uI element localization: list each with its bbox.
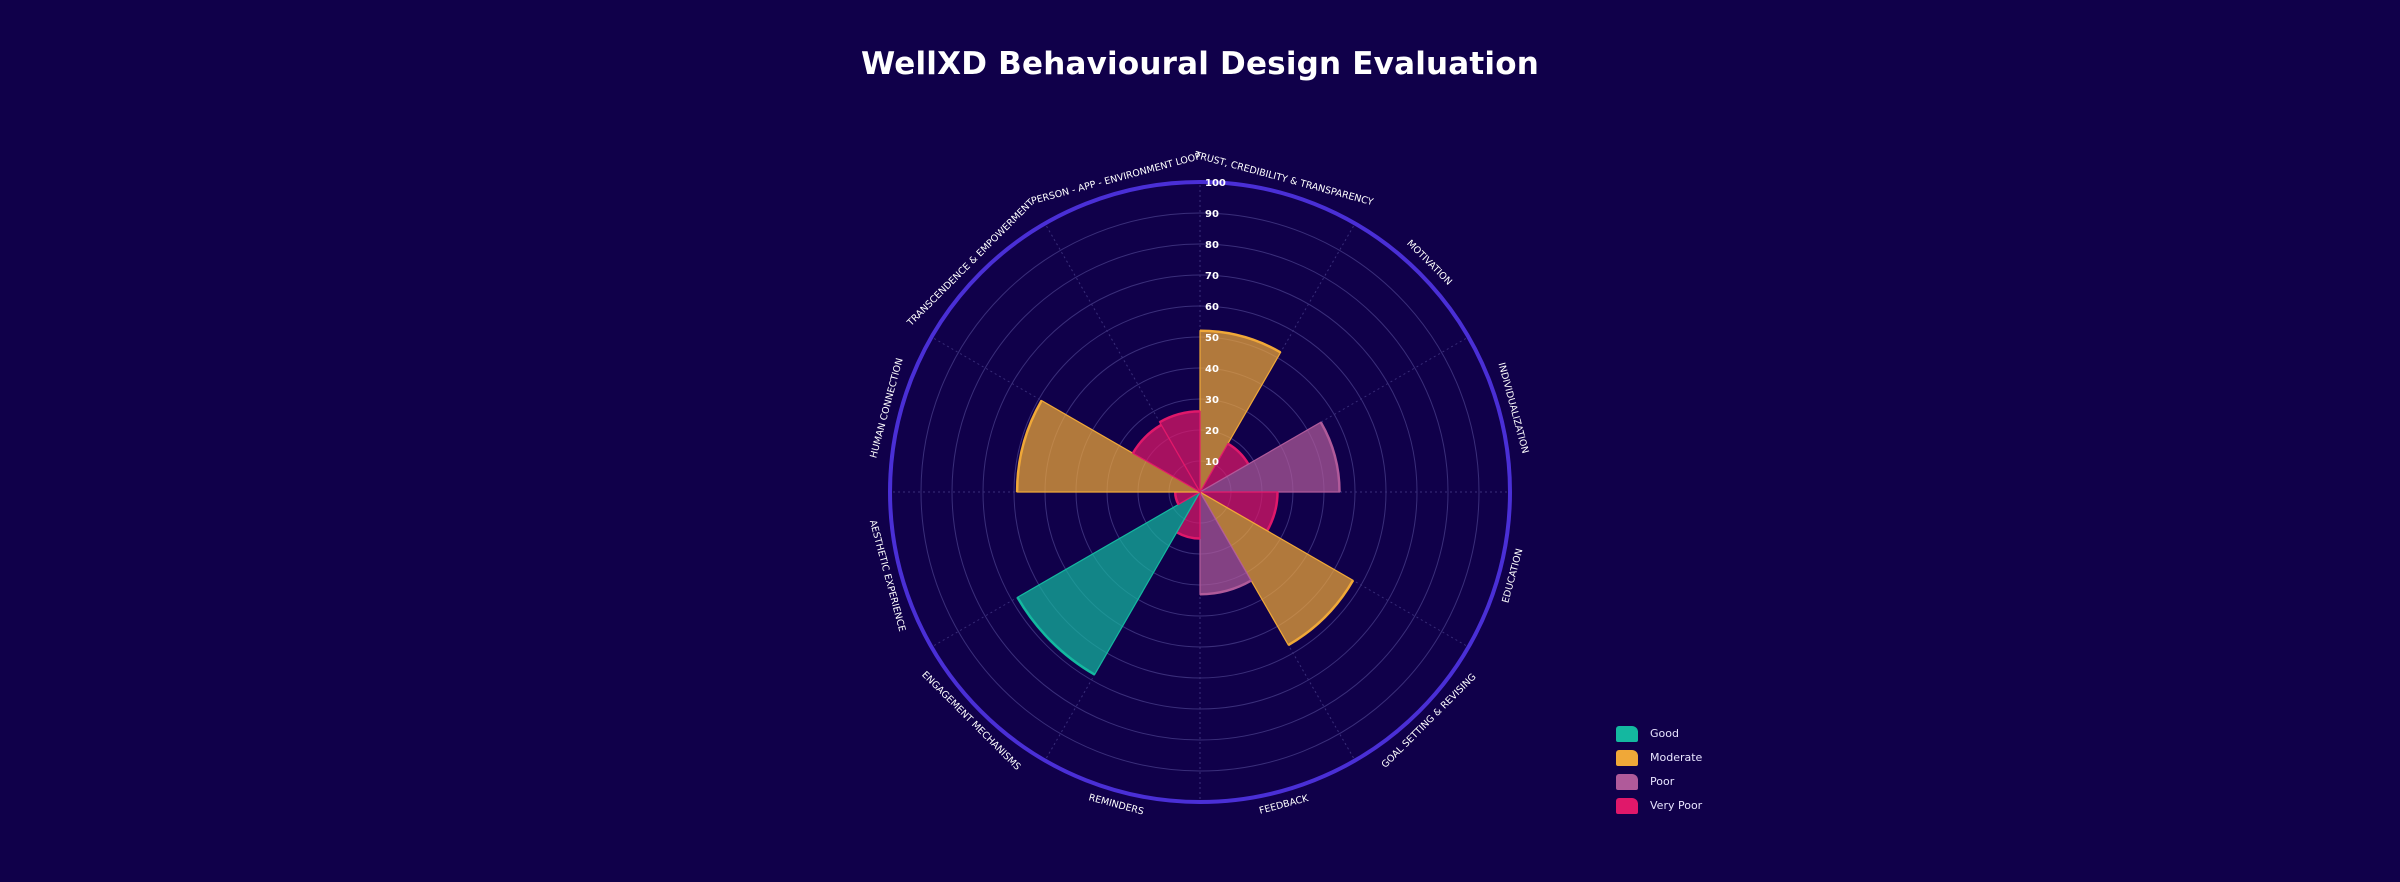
r-tick-label: 90 [1205, 209, 1219, 220]
chart-outer-ring [888, 180, 1512, 804]
legend-swatch-poor [1616, 774, 1638, 790]
r-tick-label: 50 [1205, 333, 1219, 344]
outer-ring [888, 180, 1512, 804]
r-tick-label: 30 [1205, 395, 1219, 406]
sector-edge-feedback [1199, 579, 1252, 596]
legend-swatch-very-poor [1616, 798, 1638, 814]
grid-circle [951, 243, 1449, 741]
category-label-engagement-mechanisms: ENGAGEMENT MECHANISMS [919, 670, 1022, 773]
chart-sectors [1015, 329, 1355, 676]
legend-swatch-moderate [1616, 750, 1638, 766]
chart-legend: Good Moderate Poor Very Poor [1616, 724, 1726, 820]
category-label-goal-setting-and-revising: GOAL SETTING & REVISING [1380, 672, 1479, 771]
legend-item-good[interactable]: Good [1616, 724, 1726, 748]
sector-edge-transcendence-and-empowerment [1131, 423, 1162, 454]
r-tick-label: 10 [1205, 457, 1219, 468]
legend-label-moderate: Moderate [1650, 751, 1703, 764]
r-tick-label: 20 [1205, 426, 1219, 437]
chart-title: WellXD Behavioural Design Evaluation [860, 46, 1540, 82]
legend-label-good: Good [1650, 727, 1679, 740]
sector-edge-goal-setting-and-revising [1287, 579, 1355, 647]
legend-item-moderate[interactable]: Moderate [1616, 748, 1726, 772]
sector-edge-individualization [1319, 421, 1341, 493]
legend-label-very-poor: Very Poor [1650, 799, 1703, 812]
category-label-person-app-environment-loop: PERSON - APP - ENVIRONMENT LOOP [1030, 151, 1202, 207]
sector-edge-education [1266, 491, 1279, 532]
r-tick-label: 60 [1205, 302, 1219, 313]
sector-edge-engagement-mechanisms [1016, 596, 1096, 676]
legend-swatch-good [1616, 726, 1638, 742]
r-tick-label: 80 [1205, 240, 1219, 251]
sector-edge-human-connection [1015, 399, 1043, 493]
category-label-individualization: INDIVIDUALIZATION [1496, 361, 1531, 454]
legend-label-poor: Poor [1650, 775, 1675, 788]
sector-edge-person-app-environment-loop [1159, 410, 1201, 424]
grid-circle [920, 212, 1480, 772]
r-tick-label: 40 [1205, 364, 1219, 375]
legend-item-poor[interactable]: Poor [1616, 772, 1726, 796]
chart-tick-labels: 10 20 30 40 50 60 70 80 90 100 [1205, 178, 1226, 468]
category-label-transcendence-and-empowerment: TRANSCENDENCE & EMPOWERMENT [905, 197, 1037, 329]
sector-edge-trust-credibility-and-transparency [1199, 329, 1282, 354]
r-tick-label: 100 [1205, 178, 1226, 189]
r-tick-label: 70 [1205, 271, 1219, 282]
sector-edge-motivation [1227, 442, 1250, 465]
legend-item-very-poor[interactable]: Very Poor [1616, 796, 1726, 820]
sector-engagement-mechanisms[interactable] [1016, 490, 1202, 676]
sector-edge-reminders [1176, 531, 1201, 540]
